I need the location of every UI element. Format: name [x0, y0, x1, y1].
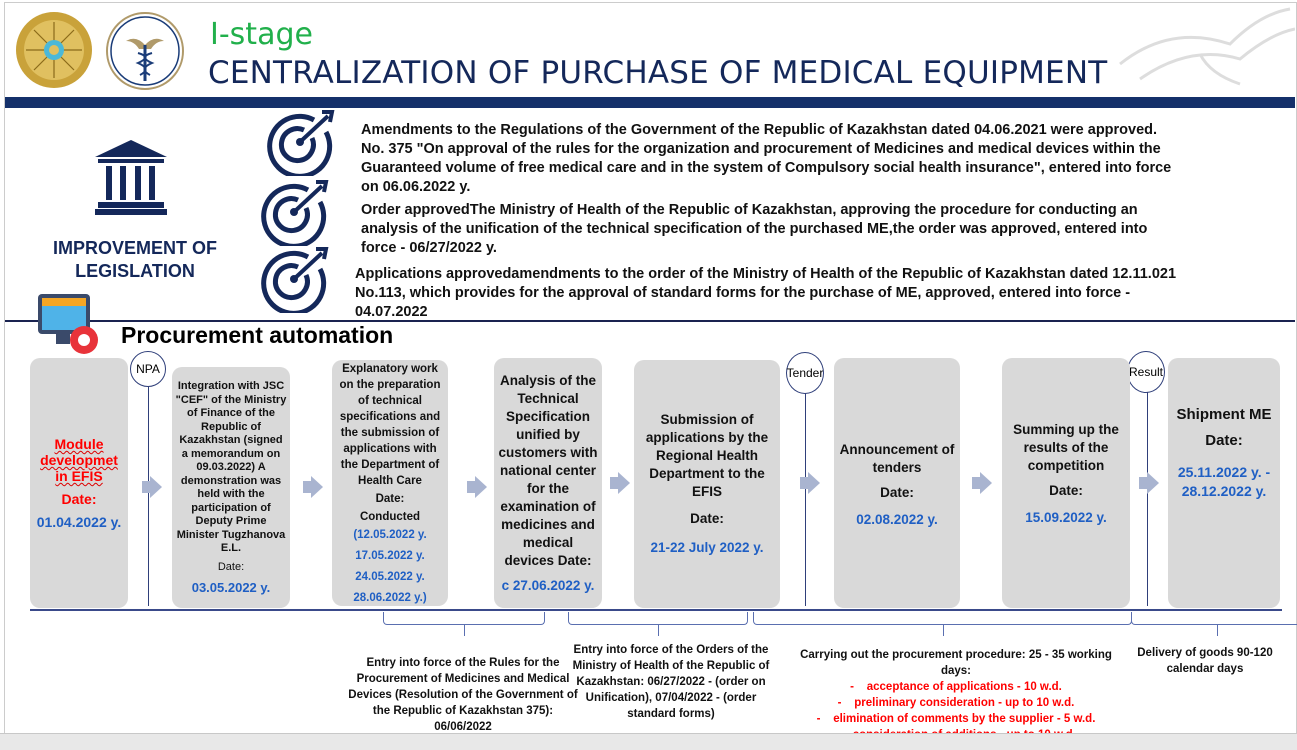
kazakhstan-emblem-icon [16, 12, 92, 88]
header-divider [5, 97, 1295, 108]
arrow-right-icon [1139, 472, 1159, 494]
step-date: 24.05.2022 y. [355, 570, 425, 583]
milestone-label: NPA [136, 362, 160, 376]
step-title: Explanatory work on the preparation of t… [339, 362, 441, 487]
step-date: 01.04.2022 y. [36, 514, 122, 530]
arrow-right-icon [800, 472, 820, 494]
step-date-label: Date: [1049, 483, 1083, 498]
bracket-orders [568, 612, 748, 636]
bracket-rules [383, 612, 545, 636]
milestone-result: Result [1127, 351, 1165, 393]
step-shipment-me: Shipment ME Date: 25.11.2022 y. - 28.12.… [1168, 358, 1280, 608]
step-title: Submission of applications by the Region… [645, 412, 769, 499]
automation-heading: Procurement automation [121, 322, 394, 348]
bottom-band [0, 733, 1297, 750]
step-title: Summing up the results of the competitio… [1013, 422, 1119, 473]
step-date-label: Date: [375, 492, 405, 505]
step-announcement-of-tenders: Announcement of tenders Date: 02.08.2022… [834, 358, 960, 608]
procedure-item: - preliminary consideration - up to 10 w… [837, 697, 1075, 709]
government-building-icon [95, 140, 167, 215]
arrow-right-icon [972, 472, 992, 494]
step-date: 03.05.2022 y. [191, 580, 271, 596]
step-date-label: Date: [690, 511, 724, 526]
step-title: Shipment ME [1176, 406, 1272, 423]
bracket-delivery [1131, 612, 1297, 636]
step-date: 25.11.2022 y. - 28.12.2022 y. [1177, 464, 1271, 499]
ministry-caduceus-logo-icon [106, 12, 184, 90]
arrow-right-icon [467, 476, 487, 498]
note-rules: Entry into force of the Rules for the Pr… [348, 657, 578, 733]
step-date: 17.05.2022 y. [355, 549, 425, 562]
step-date: 02.08.2022 y. [856, 512, 938, 527]
step-date-label: Date: [1205, 432, 1243, 449]
step-explanatory-work: Explanatory work on the preparation of t… [332, 360, 448, 606]
step-integration-cef: Integration with JSC "CEF" of the Minist… [172, 367, 290, 608]
procedure-item: - acceptance of applications - 10 w.d. [850, 681, 1062, 693]
step-date: c 27.06.2022 y. [501, 577, 595, 593]
note-procedure-title: Carrying out the procurement procedure: … [800, 649, 1112, 677]
arrow-right-icon [303, 476, 323, 498]
step-status: Conducted [359, 510, 421, 523]
step-title: Integration with JSC "CEF" of the Minist… [175, 380, 287, 555]
note-delivery: Delivery of goods 90-120 calendar days [1137, 647, 1273, 675]
step-date-label: Date: [217, 560, 245, 573]
target-icon [261, 247, 329, 313]
step-summing-up-results: Summing up the results of the competitio… [1002, 358, 1130, 608]
eagle-watermark-icon [1119, 7, 1295, 86]
target-icon [267, 110, 335, 176]
milestone-npa: NPA [130, 351, 166, 387]
arrow-right-icon [142, 476, 162, 498]
timeline-axis [30, 609, 1282, 611]
automation-computer-gear-icon [38, 294, 98, 354]
step-title: Analysis of the Technical Specification … [498, 372, 598, 568]
step-date: (12.05.2022 y. [353, 528, 427, 541]
step-date: 28.06.2022 y.) [353, 591, 427, 604]
tender-line [805, 392, 806, 606]
note-orders: Entry into force of the Orders of the Mi… [572, 644, 770, 720]
procedure-item: - elimination of comments by the supplie… [816, 713, 1096, 725]
step-date: 21-22 July 2022 y. [650, 540, 764, 555]
arrow-right-icon [610, 472, 630, 494]
step-module-development: Module developmet in EFIS Date: 01.04.20… [30, 358, 128, 608]
step-submission-of-applications: Submission of applications by the Region… [634, 360, 780, 608]
step-date-label: Date: [880, 485, 914, 500]
step-title: Module developmet in EFIS [40, 436, 118, 484]
bracket-procedure [753, 612, 1132, 636]
step-title: Announcement of tenders [839, 442, 955, 475]
legislation-item-2: Order approvedThe Ministry of Health of … [361, 202, 1148, 256]
legislation-item-3: Applications approvedamendments to the o… [355, 266, 1177, 320]
milestone-label: Result [1128, 365, 1163, 379]
section-divider [5, 320, 1295, 322]
result-line [1147, 391, 1148, 606]
legislation-item-1: Amendments to the Regulations of the Gov… [361, 122, 1172, 195]
milestone-label: Tender [786, 366, 824, 380]
legislation-heading: IMPROVEMENT OF LEGISLATION [52, 238, 217, 281]
npa-line [148, 386, 149, 606]
page-title: CENTRALIZATION OF PURCHASE OF MEDICAL EQ… [208, 55, 1108, 91]
target-icon [261, 180, 329, 246]
step-date-label: Date: [61, 491, 97, 507]
note-procedure: Carrying out the procurement procedure: … [790, 647, 1122, 743]
step-technical-spec-analysis: Analysis of the Technical Specification … [494, 358, 602, 608]
step-date: 15.09.2022 y. [1025, 510, 1107, 525]
milestone-tender: Tender [786, 352, 824, 394]
stage-label: I-stage [210, 17, 313, 52]
